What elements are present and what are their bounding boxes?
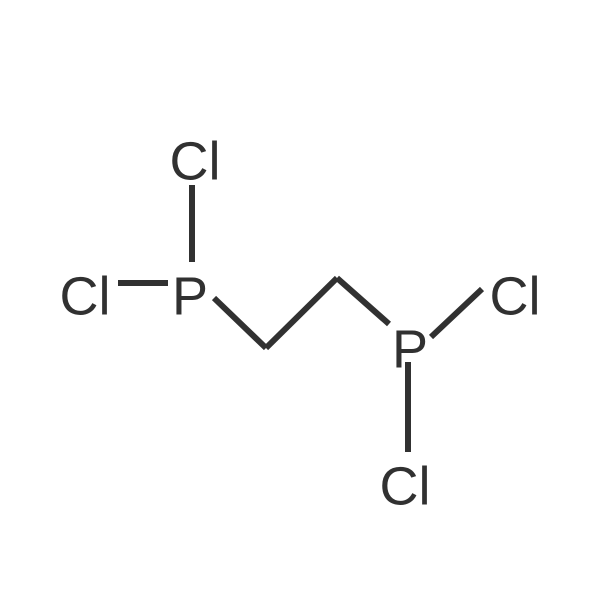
atom-cl2: Cl [60,266,111,326]
atom-p2: P [392,319,428,379]
bond-p2-cl3 [431,289,482,337]
atom-cl1: Cl [170,131,221,191]
bond-c1-c2 [266,278,337,348]
molecule-canvas: Cl Cl P P Cl Cl [0,0,600,600]
bond-p1-c1 [214,298,266,348]
atom-p1: P [172,266,208,326]
bond-c2-p2 [337,278,389,324]
atom-cl4: Cl [380,456,431,516]
atom-cl3: Cl [490,266,541,326]
